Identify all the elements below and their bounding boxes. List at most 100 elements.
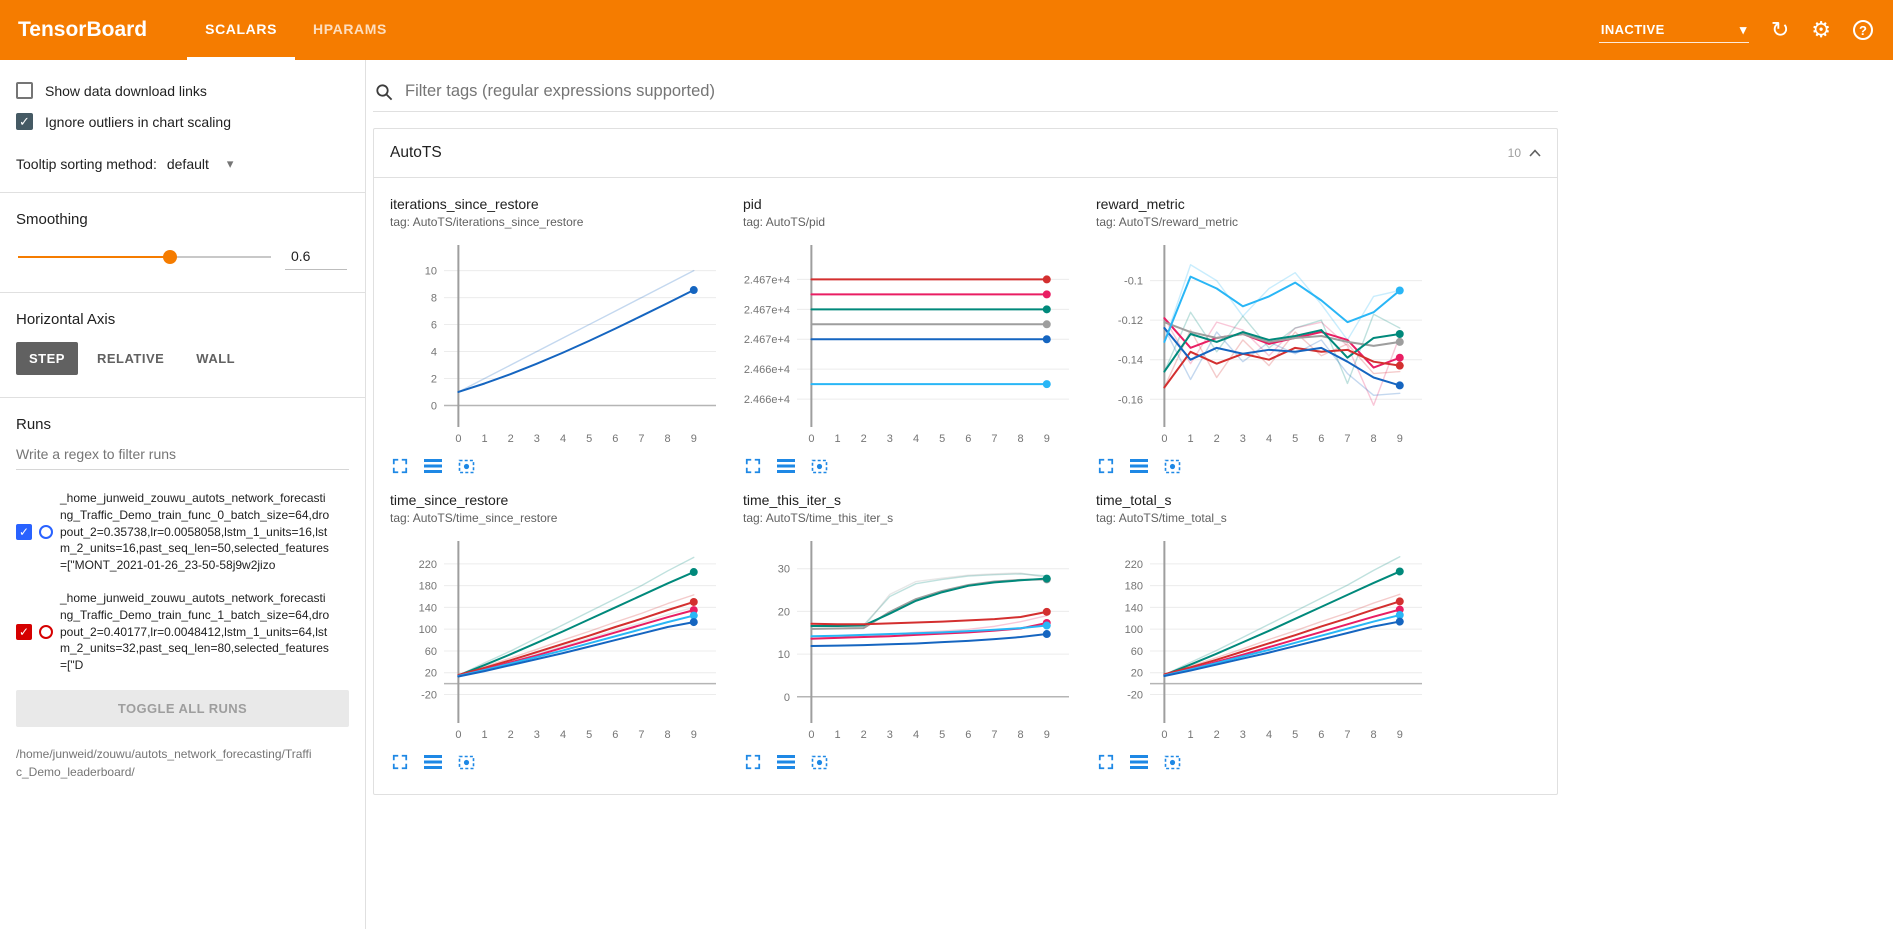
checkbox-checked[interactable]: ✓ xyxy=(16,113,33,130)
smoothing-slider[interactable] xyxy=(18,242,271,272)
status-dropdown[interactable]: INACTIVE ▾ xyxy=(1598,18,1749,43)
svg-text:100: 100 xyxy=(1125,624,1143,636)
chevron-up-icon[interactable] xyxy=(1529,149,1541,157)
tab-hparams[interactable]: HPARAMS xyxy=(313,20,387,37)
tooltip-sorting-dropdown[interactable]: default ▾ xyxy=(167,156,234,172)
list-icon[interactable] xyxy=(1130,459,1148,473)
chart-plot[interactable]: -20 20 60 100 140 180 220 0 1 2 3 4 5 6 7 8 9 xyxy=(1096,531,1441,752)
svg-text:2.467e+4: 2.467e+4 xyxy=(744,334,790,346)
svg-text:4: 4 xyxy=(431,347,437,359)
list-icon[interactable] xyxy=(424,755,442,769)
run-checkbox[interactable]: ✓ xyxy=(16,623,32,640)
expand-icon[interactable] xyxy=(1098,458,1114,474)
svg-text:6: 6 xyxy=(1318,433,1324,445)
expand-icon[interactable] xyxy=(1098,754,1114,770)
run-radio[interactable] xyxy=(39,624,53,639)
check-icon: ✓ xyxy=(18,524,30,539)
fit-data-icon[interactable] xyxy=(1164,755,1181,770)
svg-text:4: 4 xyxy=(1266,729,1272,741)
chart-tag: tag: AutoTS/time_this_iter_s xyxy=(743,511,894,525)
run-name: _home_junweid_zouwu_autots_network_forec… xyxy=(60,491,330,573)
expand-icon[interactable] xyxy=(392,754,408,770)
status-label: INACTIVE xyxy=(1600,22,1665,37)
axis-step-button[interactable]: STEP xyxy=(16,342,78,375)
fit-data-icon[interactable] xyxy=(811,755,828,770)
divider xyxy=(0,292,365,293)
svg-text:8: 8 xyxy=(665,729,671,741)
run-item[interactable]: ✓ _home_junweid_zouwu_autots_network_for… xyxy=(16,590,349,674)
checkbox-label: Show data download links xyxy=(45,82,207,99)
run-radio[interactable] xyxy=(39,524,53,539)
svg-text:6: 6 xyxy=(965,729,971,741)
run-checkbox[interactable]: ✓ xyxy=(16,523,32,540)
smoothing-slider-thumb[interactable] xyxy=(162,250,177,264)
svg-text:1: 1 xyxy=(481,433,487,445)
fit-data-icon[interactable] xyxy=(811,459,828,474)
svg-text:3: 3 xyxy=(887,433,893,445)
chart-plot[interactable]: 0 10 20 30 0 1 2 3 4 5 6 7 8 9 xyxy=(743,531,1088,752)
svg-text:20: 20 xyxy=(1131,668,1143,680)
chart-tag: tag: AutoTS/iterations_since_restore xyxy=(390,215,584,229)
card-header[interactable]: AutoTS 10 xyxy=(374,129,1557,178)
chart-card: iterations_since_restore tag: AutoTS/ite… xyxy=(390,196,735,474)
svg-text:0: 0 xyxy=(808,433,814,445)
runs-filter-input[interactable] xyxy=(16,439,349,470)
card-title: AutoTS xyxy=(390,144,442,161)
show-download-links-checkbox-row[interactable]: Show data download links xyxy=(16,82,349,99)
smoothing-value-input[interactable]: 0.6 xyxy=(285,244,347,270)
checkbox-unchecked[interactable] xyxy=(16,82,33,99)
svg-text:2.467e+4: 2.467e+4 xyxy=(744,304,790,316)
svg-text:2: 2 xyxy=(508,433,514,445)
svg-text:3: 3 xyxy=(887,729,893,741)
list-icon[interactable] xyxy=(1130,755,1148,769)
expand-icon[interactable] xyxy=(745,754,761,770)
run-item[interactable]: ✓ _home_junweid_zouwu_autots_network_for… xyxy=(16,490,349,574)
list-icon[interactable] xyxy=(777,755,795,769)
svg-text:0: 0 xyxy=(455,433,461,445)
gear-icon[interactable]: ⚙ xyxy=(1811,17,1831,42)
refresh-icon[interactable]: ↻ xyxy=(1770,17,1790,42)
svg-text:60: 60 xyxy=(1131,646,1143,658)
svg-text:8: 8 xyxy=(1018,433,1024,445)
svg-text:0: 0 xyxy=(784,692,790,704)
expand-icon[interactable] xyxy=(392,458,408,474)
fit-data-icon[interactable] xyxy=(1164,459,1181,474)
svg-text:4: 4 xyxy=(913,729,919,741)
list-icon[interactable] xyxy=(777,459,795,473)
svg-text:5: 5 xyxy=(1292,433,1298,445)
chart-title: time_total_s xyxy=(1096,492,1172,508)
tab-scalars[interactable]: SCALARS xyxy=(187,0,296,60)
svg-text:140: 140 xyxy=(1125,602,1143,614)
chart-plot[interactable]: 2.467e+4 2.467e+4 2.467e+4 2.466e+4 2.466e+4… xyxy=(743,235,1088,456)
tag-filter-input[interactable] xyxy=(405,82,1556,101)
axis-relative-button[interactable]: RELATIVE xyxy=(96,351,165,366)
ignore-outliers-checkbox-row[interactable]: ✓ Ignore outliers in chart scaling xyxy=(16,113,349,130)
svg-text:1: 1 xyxy=(481,729,487,741)
svg-text:-20: -20 xyxy=(421,690,437,702)
svg-text:7: 7 xyxy=(638,729,644,741)
chart-plot[interactable]: -0.1 -0.12 -0.14 -0.16 0 1 2 3 4 5 6 7 8 9 xyxy=(1096,235,1441,456)
chart-plot[interactable]: -20 20 60 100 140 180 220 0 1 2 3 4 5 6 7 8 9 xyxy=(390,531,735,752)
check-icon: ✓ xyxy=(18,624,30,639)
svg-text:6: 6 xyxy=(612,729,618,741)
svg-text:6: 6 xyxy=(965,433,971,445)
svg-text:2: 2 xyxy=(861,433,867,445)
chart-plot[interactable]: 0 2 4 6 8 10 0 1 2 3 4 5 6 7 8 9 xyxy=(390,235,735,456)
svg-text:30: 30 xyxy=(778,564,790,576)
svg-text:5: 5 xyxy=(586,729,592,741)
fit-data-icon[interactable] xyxy=(458,755,475,770)
list-icon[interactable] xyxy=(424,459,442,473)
axis-wall-button[interactable]: WALL xyxy=(196,351,236,366)
expand-icon[interactable] xyxy=(745,458,761,474)
svg-text:6: 6 xyxy=(1318,729,1324,741)
chart-title: iterations_since_restore xyxy=(390,196,539,212)
app-header: TensorBoard SCALARS HPARAMS INACTIVE ▾ ↻… xyxy=(0,0,1893,60)
tag-filter-bar xyxy=(373,76,1558,112)
toggle-all-runs-button[interactable]: TOGGLE ALL RUNS xyxy=(16,689,349,727)
help-icon[interactable]: ? xyxy=(1853,20,1873,40)
svg-text:60: 60 xyxy=(425,646,437,658)
fit-data-icon[interactable] xyxy=(458,459,475,474)
svg-text:8: 8 xyxy=(1371,433,1377,445)
svg-text:-20: -20 xyxy=(1127,690,1143,702)
checkbox-label: Ignore outliers in chart scaling xyxy=(45,113,231,130)
